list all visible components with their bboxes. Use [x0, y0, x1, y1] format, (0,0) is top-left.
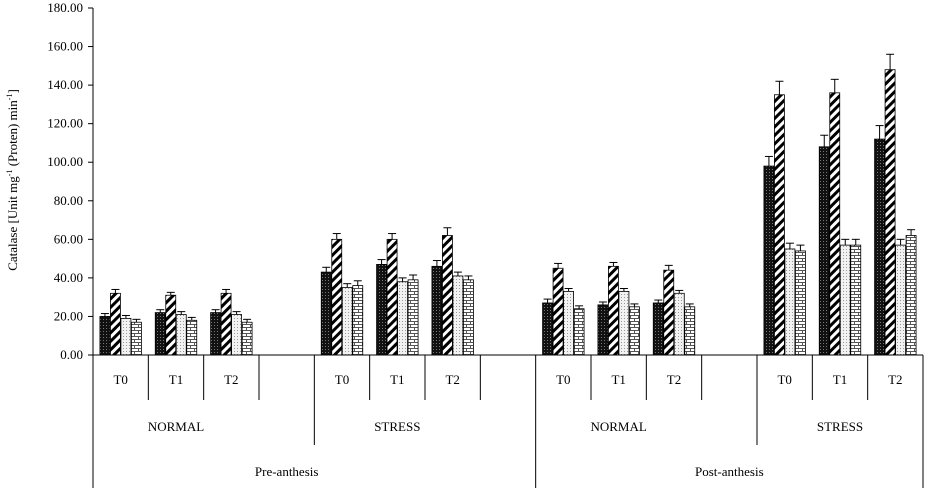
bar — [850, 244, 862, 356]
bar — [231, 314, 242, 356]
category-axis: T0 T1 T2 T0 T1 T2 T0 T1 T2 T0 T1 T2 NORMAL STRESS NORM… — [92, 355, 924, 488]
bar — [829, 92, 841, 356]
category-label-level1: T2 — [667, 372, 681, 387]
bar — [210, 312, 221, 356]
bars-layer — [99, 53, 917, 356]
category-label-level1: T2 — [445, 372, 459, 387]
bar — [663, 269, 675, 356]
bar — [774, 94, 785, 356]
category-label-level3: Post-anthesis — [695, 464, 764, 479]
bar — [818, 146, 830, 356]
bar — [341, 287, 353, 356]
y-axis-ticks: 0.00 20.00 40.00 60.00 80.00 100.00 120.00 140.… — [47, 0, 93, 362]
bar — [629, 306, 640, 356]
bar — [220, 292, 232, 356]
bar — [442, 235, 453, 356]
y-tick-label: 60.00 — [54, 231, 83, 246]
bar — [320, 271, 332, 356]
category-label-level1: T0 — [777, 372, 791, 387]
bar — [763, 165, 775, 356]
bar — [905, 235, 917, 356]
y-tick-label: 160.00 — [47, 39, 83, 54]
bar — [684, 306, 696, 356]
bar — [110, 292, 121, 356]
y-tick-label: 180.00 — [47, 0, 83, 15]
bar — [552, 267, 564, 356]
category-label-level1: T1 — [169, 372, 183, 387]
category-label-level3: Pre-anthesis — [255, 464, 319, 479]
bar — [431, 265, 443, 356]
bar — [463, 279, 474, 356]
bar — [186, 319, 198, 356]
y-tick-label: 80.00 — [54, 193, 83, 208]
category-label-level2: STRESS — [817, 419, 863, 434]
bar — [131, 321, 142, 356]
bar — [874, 138, 885, 356]
bar — [376, 263, 387, 356]
bar — [452, 275, 464, 356]
bar — [784, 248, 796, 356]
bar — [839, 244, 851, 356]
category-label-level1: T1 — [390, 372, 404, 387]
category-label-level2: NORMAL — [590, 419, 646, 434]
bar — [120, 317, 132, 356]
bar — [563, 290, 574, 356]
category-label-level1: T1 — [611, 372, 625, 387]
bar — [652, 302, 664, 356]
bar — [165, 294, 177, 356]
axes-layer — [92, 8, 923, 356]
category-label-level1: T0 — [113, 372, 127, 387]
category-label-level1: T1 — [833, 372, 847, 387]
bar — [175, 314, 187, 356]
bar — [154, 312, 166, 356]
bar — [542, 302, 553, 356]
bar — [397, 281, 408, 356]
bar — [386, 238, 398, 356]
bar — [618, 290, 630, 356]
category-label-level2: NORMAL — [148, 419, 204, 434]
y-axis-label: Catalase [Unit mg-1 (Proten) min-1] — [5, 89, 20, 271]
bar — [884, 69, 896, 356]
bar — [895, 244, 906, 356]
y-tick-label: 0.00 — [60, 347, 83, 362]
bar — [99, 316, 111, 356]
y-tick-label: 40.00 — [54, 270, 83, 285]
category-label-level2: STRESS — [374, 419, 420, 434]
bar — [608, 265, 619, 356]
bar — [795, 250, 806, 356]
y-tick-label: 20.00 — [54, 308, 83, 323]
bar — [597, 304, 609, 356]
bar — [331, 238, 343, 356]
category-label-level1: T2 — [888, 372, 902, 387]
bar — [573, 308, 585, 356]
y-tick-label: 100.00 — [47, 154, 83, 169]
bar — [352, 285, 364, 356]
bar — [407, 279, 419, 356]
bar — [241, 321, 253, 356]
bar — [673, 292, 685, 356]
y-tick-label: 120.00 — [47, 116, 83, 131]
category-label-level1: T0 — [556, 372, 570, 387]
y-tick-label: 140.00 — [47, 77, 83, 92]
category-label-level1: T0 — [335, 372, 349, 387]
category-label-level1: T2 — [224, 372, 238, 387]
